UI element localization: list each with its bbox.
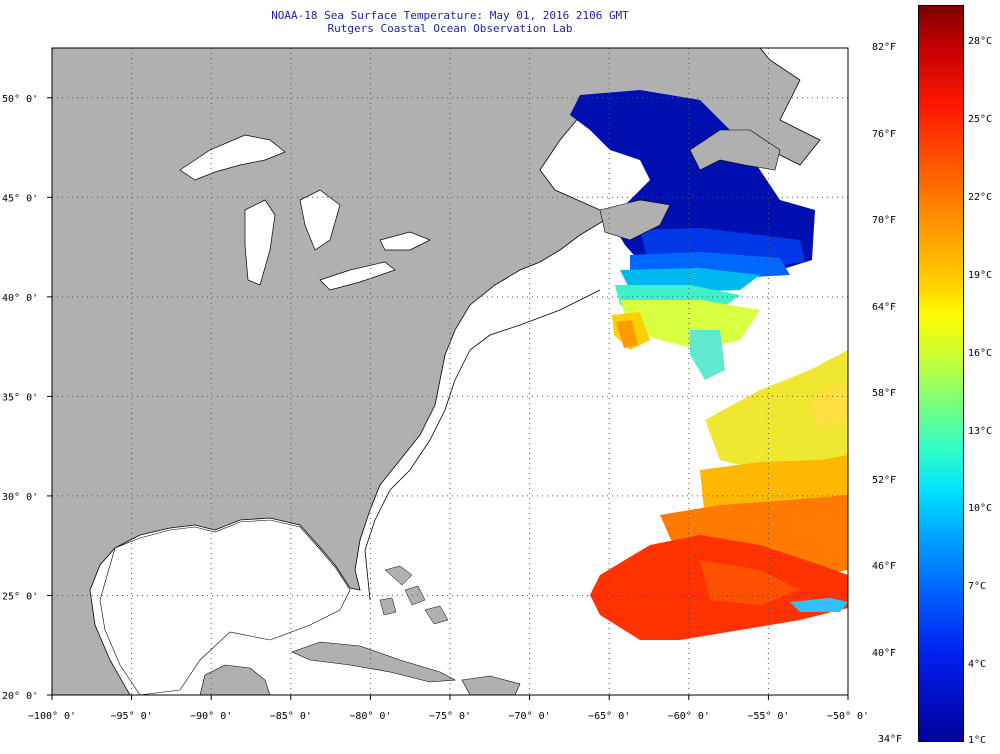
fahrenheit-label: 40°F	[872, 647, 897, 659]
sst-warm-region	[590, 350, 848, 640]
x-tick-label: −55° 0'	[747, 711, 789, 722]
map-subtitle: Rutgers Coastal Ocean Observation Lab	[327, 22, 573, 35]
y-tick-label: 20° 0'	[2, 691, 38, 702]
longitude-axis: −100° 0' −95° 0' −90° 0' −85° 0' −80° 0' −75°…	[28, 711, 869, 722]
fahrenheit-label: 52°F	[872, 474, 897, 486]
celsius-label: 25°C	[968, 114, 993, 126]
y-tick-label: 35° 0'	[2, 392, 38, 403]
y-tick-label: 45° 0'	[2, 193, 38, 204]
fahrenheit-label: 64°F	[872, 301, 897, 313]
gulf-of-mexico	[99, 519, 351, 695]
x-tick-label: −50° 0'	[827, 711, 869, 722]
map-title: NOAA-18 Sea Surface Temperature: May 01,…	[271, 9, 629, 22]
cuba-land	[291, 641, 457, 683]
x-tick-label: −80° 0'	[349, 711, 391, 722]
maritimes-land	[689, 129, 781, 171]
x-tick-label: −100° 0'	[28, 711, 76, 722]
great-lakes	[179, 134, 431, 291]
celsius-label: 1°C	[968, 735, 987, 746]
fahrenheit-label: 46°F	[872, 561, 897, 573]
celsius-label: 13°C	[968, 425, 993, 437]
celsius-label: 7°C	[968, 581, 987, 593]
celsius-label: 4°C	[968, 659, 987, 671]
temperature-colorbar	[918, 5, 964, 742]
celsius-label: 19°C	[968, 269, 993, 281]
latitude-axis: 20° 0' 25° 0' 30° 0' 35° 0' 40° 0' 45° 0' 50° …	[2, 94, 38, 702]
celsius-label: 16°C	[968, 347, 993, 359]
fahrenheit-label: 58°F	[872, 388, 897, 400]
nova-scotia-land	[599, 199, 671, 241]
x-tick-label: −85° 0'	[270, 711, 312, 722]
fahrenheit-label: 70°F	[872, 215, 897, 227]
x-tick-label: −65° 0'	[588, 711, 630, 722]
y-tick-label: 30° 0'	[2, 492, 38, 503]
celsius-label: 10°C	[968, 503, 993, 515]
y-tick-label: 25° 0'	[2, 591, 38, 602]
fahrenheit-label: 82°F	[872, 42, 897, 54]
x-tick-label: −95° 0'	[111, 711, 153, 722]
axis-tickmarks	[47, 97, 849, 700]
y-tick-label: 40° 0'	[2, 293, 38, 304]
celsius-label: 28°C	[968, 36, 993, 48]
x-tick-label: −60° 0'	[668, 711, 710, 722]
fahrenheit-label: 76°F	[872, 128, 897, 140]
hispaniola-land	[461, 675, 521, 695]
x-tick-label: −75° 0'	[429, 711, 471, 722]
x-tick-label: −90° 0'	[190, 711, 232, 722]
bahamas-islands	[379, 565, 449, 625]
fahrenheit-label: 34°F	[878, 734, 903, 745]
x-tick-label: −70° 0'	[509, 711, 551, 722]
yucatan-land	[199, 664, 271, 695]
shelf-contour	[364, 289, 601, 601]
celsius-label: 22°C	[968, 192, 993, 204]
y-tick-label: 50° 0'	[2, 94, 38, 105]
